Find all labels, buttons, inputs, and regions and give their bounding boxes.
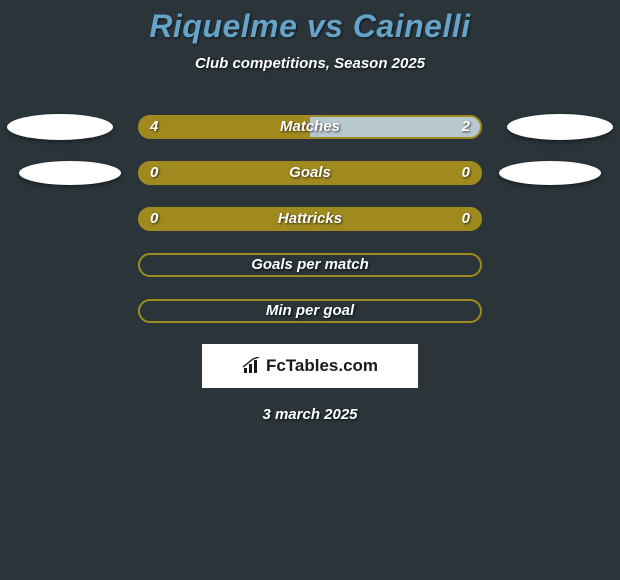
stat-bar (138, 253, 482, 277)
stat-value-right: 2 (462, 115, 470, 139)
logo-box: FcTables.com (202, 344, 418, 388)
stat-row: Min per goal (0, 298, 620, 324)
page-subtitle: Club competitions, Season 2025 (0, 55, 620, 72)
stat-bar (138, 207, 482, 231)
stat-rows: Matches42Goals00Hattricks00Goals per mat… (0, 114, 620, 324)
stat-row: Hattricks00 (0, 206, 620, 232)
stat-value-right: 0 (462, 207, 470, 231)
stat-row: Goals00 (0, 160, 620, 186)
stat-value-left: 0 (150, 207, 158, 231)
comparison-card: Riquelme vs Cainelli Club competitions, … (0, 0, 620, 423)
stat-bar-left-fill (138, 161, 310, 185)
stat-bar-right-fill (310, 207, 482, 231)
player-ellipse (499, 161, 601, 185)
stat-bar (138, 115, 482, 139)
stat-bar (138, 161, 482, 185)
stat-bar-left-fill (138, 115, 310, 139)
stat-bar (138, 299, 482, 323)
footer-date: 3 march 2025 (0, 406, 620, 423)
stat-bar-right-fill (310, 161, 482, 185)
stat-value-right: 0 (462, 161, 470, 185)
stat-bar-right-fill (310, 115, 482, 139)
stat-row: Matches42 (0, 114, 620, 140)
logo-text: FcTables.com (266, 356, 378, 376)
stat-row: Goals per match (0, 252, 620, 278)
stat-value-left: 0 (150, 161, 158, 185)
page-title: Riquelme vs Cainelli (0, 8, 620, 45)
player-ellipse (19, 161, 121, 185)
player-ellipse (507, 114, 613, 140)
stat-value-left: 4 (150, 115, 158, 139)
player-ellipse (7, 114, 113, 140)
stat-bar-left-fill (138, 207, 310, 231)
logo: FcTables.com (242, 356, 378, 376)
chart-icon (242, 357, 262, 375)
